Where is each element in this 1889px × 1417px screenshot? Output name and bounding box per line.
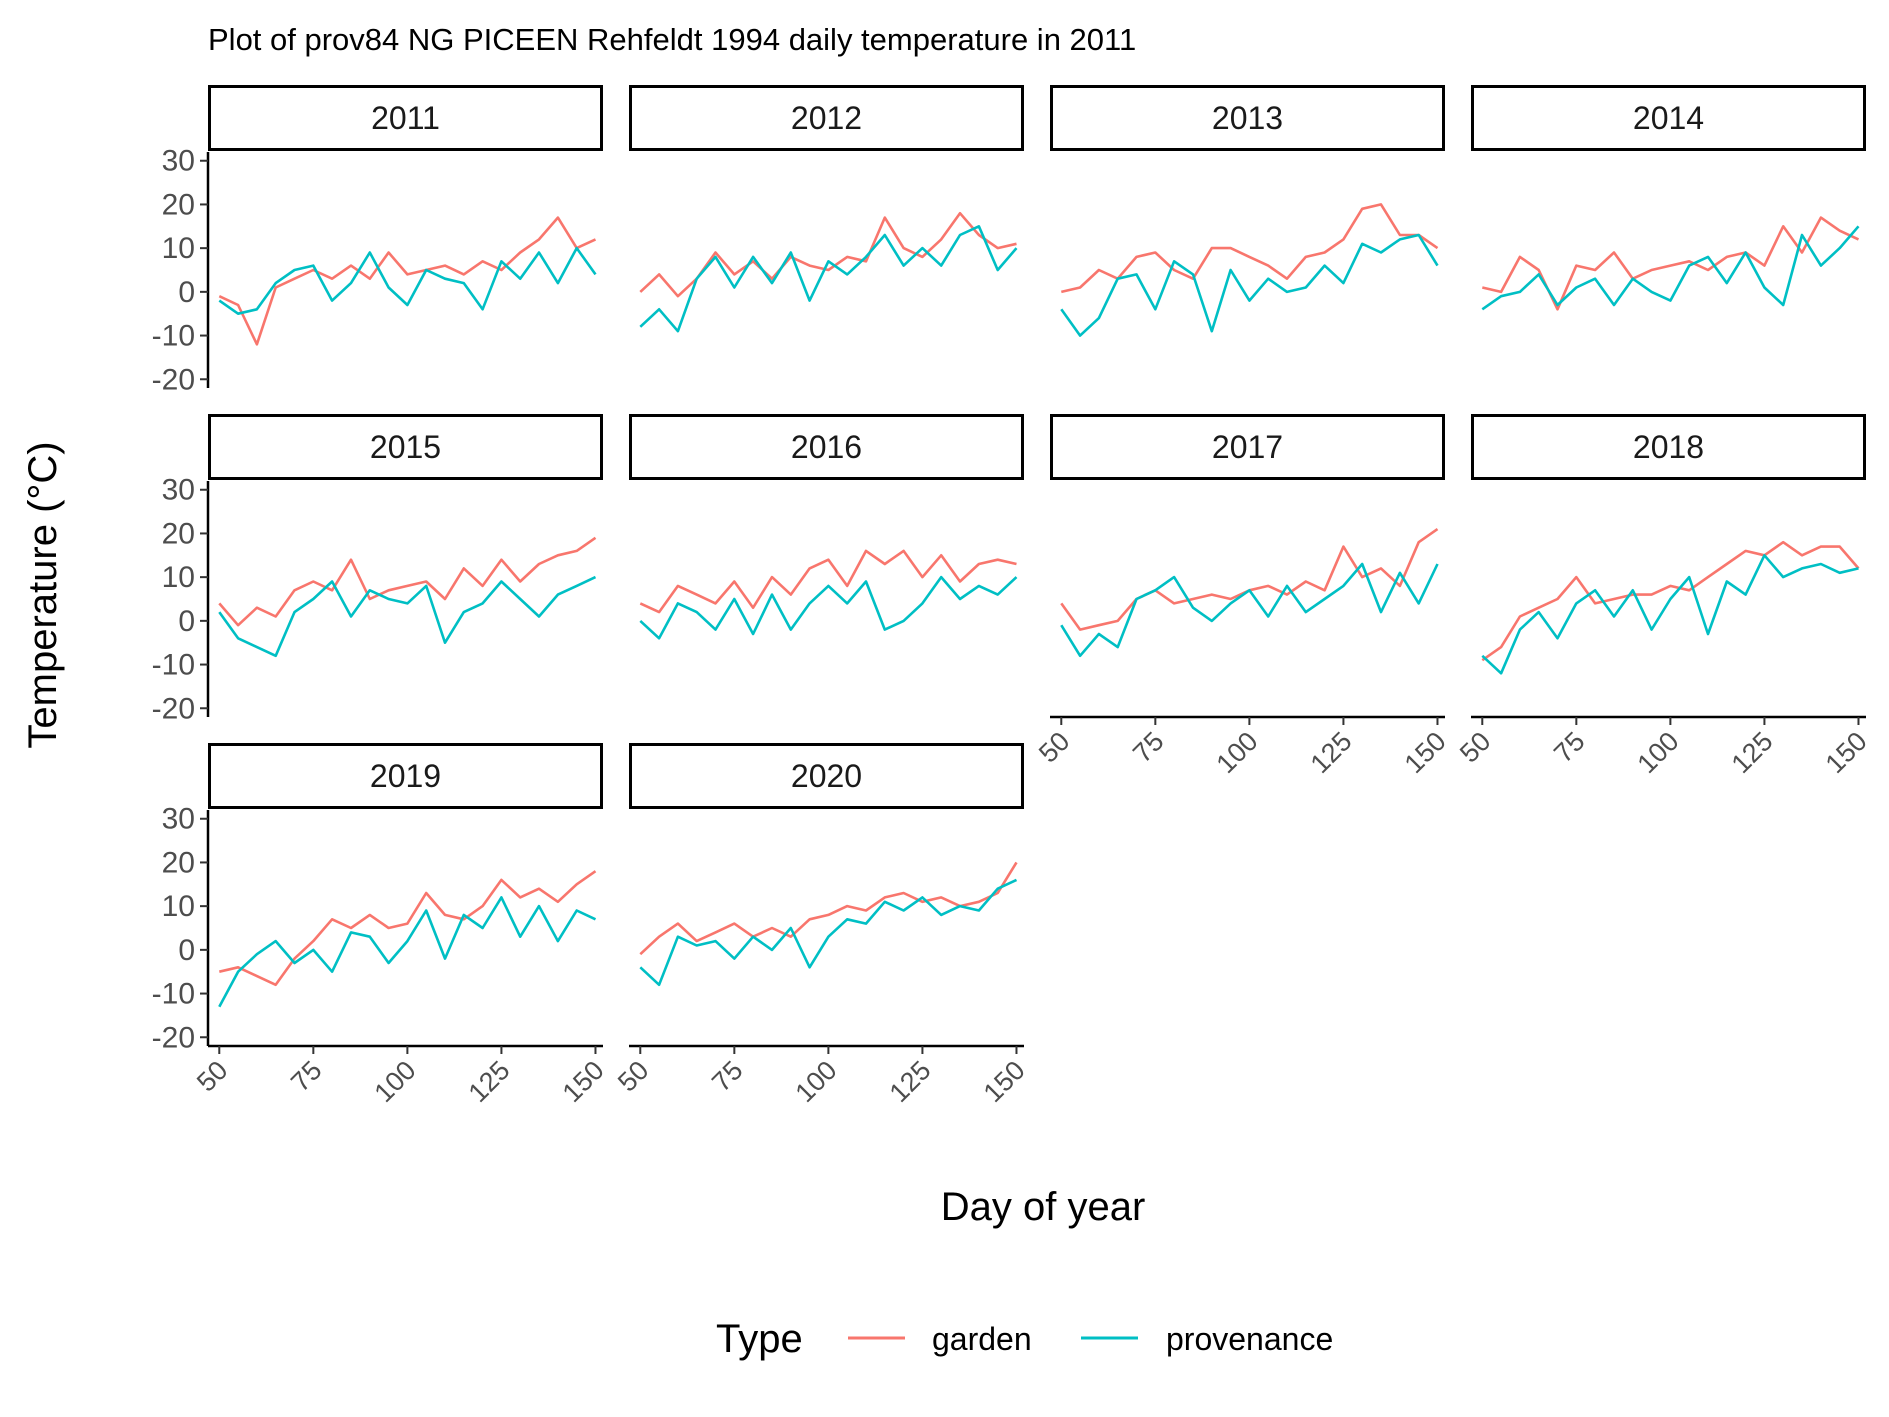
- facet-panel-2020: 2020 50 75 100 125 150: [612, 743, 1031, 1108]
- y-tick-label: -10: [152, 320, 195, 353]
- x-tick-label: 75: [285, 1055, 327, 1097]
- x-tick-label: 125: [1726, 726, 1779, 779]
- facet-panel-2015: 2015 -20 -10 0 10 20 30: [152, 414, 603, 725]
- facet-strip: [1050, 85, 1445, 151]
- x-axis-label: Day of year: [941, 1185, 1146, 1229]
- series-line-provenance: [218, 896, 597, 1008]
- x-tick-label: 150: [978, 1055, 1031, 1108]
- x-tick-label: 50: [1033, 726, 1075, 768]
- facet-strip: [629, 85, 1024, 151]
- facet-strip: [1471, 85, 1866, 151]
- x-tick-label: 100: [369, 1055, 422, 1108]
- series-line-garden: [1481, 540, 1860, 662]
- series-line-garden: [219, 870, 597, 987]
- x-tick-label: 125: [463, 1055, 516, 1108]
- x-tick-label: 75: [706, 1055, 748, 1097]
- series-line-provenance: [639, 878, 1018, 987]
- facet-strip-label: 2016: [791, 429, 862, 465]
- series-line-provenance: [639, 225, 1018, 333]
- series-line-provenance: [218, 246, 597, 316]
- x-tick-label: 150: [1820, 726, 1873, 779]
- x-tick-label: 50: [191, 1055, 233, 1097]
- facet-strip: [629, 743, 1024, 809]
- series-line-garden: [1061, 203, 1439, 294]
- x-tick-label: 50: [612, 1055, 654, 1097]
- x-tick-label: 50: [1454, 726, 1496, 768]
- series-line-garden: [639, 549, 1017, 614]
- y-tick-label: 10: [162, 232, 195, 265]
- facet-strip-label: 2015: [370, 429, 441, 465]
- y-tick-label: -10: [152, 649, 195, 682]
- facet-strip-label: 2011: [371, 100, 440, 136]
- series-line-garden: [218, 536, 597, 627]
- facet-panel-2017: 2017 50 75 100 125 150: [1033, 414, 1452, 779]
- facet-panel-2016: 2016: [629, 414, 1024, 640]
- series-line-garden: [639, 211, 1017, 298]
- facet-strip-label: 2018: [1633, 429, 1704, 465]
- y-tick-label: 10: [162, 561, 195, 594]
- facet-strip-label: 2013: [1212, 100, 1283, 136]
- x-tick-label: 100: [1211, 726, 1264, 779]
- y-tick-label: 30: [162, 803, 195, 836]
- y-tick-label: 20: [162, 517, 195, 550]
- series-line-provenance: [1481, 225, 1860, 311]
- y-tick-label: 0: [178, 605, 195, 638]
- y-axis-label: Temperature (°C): [21, 441, 65, 748]
- series-line-garden: [218, 216, 597, 346]
- y-tick-label: -20: [152, 363, 195, 396]
- x-tick-label: 150: [557, 1055, 610, 1108]
- y-tick-label: 0: [178, 934, 195, 967]
- facet-panel-2019: 2019 -20 -10 0 10 20 30 50 75 100 125 150: [152, 743, 610, 1108]
- facet-strip: [629, 414, 1024, 480]
- x-tick-label: 125: [1305, 726, 1358, 779]
- y-tick-label: 30: [162, 145, 195, 178]
- facet-strip: [1471, 414, 1866, 480]
- y-tick-label: -20: [152, 1021, 195, 1054]
- x-tick-label: 75: [1127, 726, 1169, 768]
- series-line-garden: [1060, 528, 1439, 631]
- series-line-provenance: [1481, 553, 1859, 675]
- facet-panel-2013: 2013: [1050, 85, 1445, 337]
- legend-label-provenance: provenance: [1166, 1321, 1333, 1357]
- y-tick-label: -10: [152, 978, 195, 1011]
- facet-strip-label: 2020: [791, 758, 862, 794]
- legend: Type garden provenance: [716, 1317, 1333, 1361]
- chart-title: Plot of prov84 NG PICEEN Rehfeldt 1994 d…: [208, 22, 1136, 57]
- facet-strip: [208, 743, 603, 809]
- y-tick-label: 10: [162, 890, 195, 923]
- x-tick-label: 75: [1548, 726, 1590, 768]
- facet-strip: [208, 85, 603, 151]
- y-tick-label: 0: [178, 276, 195, 309]
- y-tick-label: 20: [162, 846, 195, 879]
- y-tick-label: 20: [162, 188, 195, 221]
- facet-strip-label: 2017: [1212, 429, 1283, 465]
- facet-strip-label: 2014: [1633, 100, 1704, 136]
- series-line-provenance: [1060, 233, 1439, 337]
- legend-label-garden: garden: [932, 1321, 1032, 1357]
- y-tick-label: 30: [162, 474, 195, 507]
- facet-strip-label: 2019: [370, 758, 441, 794]
- x-tick-label: 150: [1399, 726, 1452, 779]
- x-tick-label: 100: [1632, 726, 1685, 779]
- series-line-provenance: [218, 575, 597, 658]
- facet-panel-2011: 2011 -20 -10 0 10 20 30: [152, 85, 603, 396]
- series-line-provenance: [639, 575, 1018, 640]
- facet-panels: 2011 -20 -10 0 10 20 30 2012 2013 2014 2015 -20 -10 0…: [152, 85, 1873, 1108]
- x-tick-label: 125: [884, 1055, 937, 1108]
- x-tick-label: 100: [790, 1055, 843, 1108]
- series-line-garden: [1482, 216, 1860, 311]
- facet-strip: [1050, 414, 1445, 480]
- facet-panel-2012: 2012: [629, 85, 1024, 333]
- series-line-provenance: [1060, 562, 1439, 658]
- y-tick-label: -20: [152, 692, 195, 725]
- facet-panel-2014: 2014: [1471, 85, 1866, 311]
- facet-panel-2018: 2018 50 75 100 125 150: [1454, 414, 1873, 779]
- legend-title: Type: [716, 1317, 803, 1361]
- series-line-garden: [639, 861, 1018, 956]
- facet-strip-label: 2012: [791, 100, 862, 136]
- facet-strip: [208, 414, 603, 480]
